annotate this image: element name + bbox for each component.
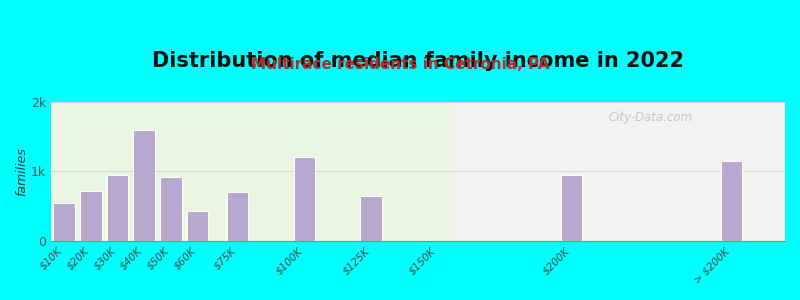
Bar bbox=[80, 191, 102, 241]
Bar bbox=[451, 102, 785, 241]
Y-axis label: families: families bbox=[15, 147, 28, 196]
Bar bbox=[360, 196, 382, 241]
Bar bbox=[186, 211, 209, 241]
Bar bbox=[227, 192, 249, 241]
Title: Distribution of median family income in 2022: Distribution of median family income in … bbox=[152, 51, 684, 71]
Text: Multirace residents in Cetronia, PA: Multirace residents in Cetronia, PA bbox=[250, 57, 550, 72]
Bar bbox=[721, 161, 742, 241]
Bar bbox=[294, 158, 315, 241]
Bar bbox=[54, 203, 75, 241]
Bar bbox=[50, 102, 451, 241]
Bar bbox=[106, 175, 128, 241]
Bar bbox=[134, 130, 155, 241]
Text: City-Data.com: City-Data.com bbox=[609, 112, 693, 124]
Bar bbox=[561, 175, 582, 241]
Bar bbox=[160, 177, 182, 241]
